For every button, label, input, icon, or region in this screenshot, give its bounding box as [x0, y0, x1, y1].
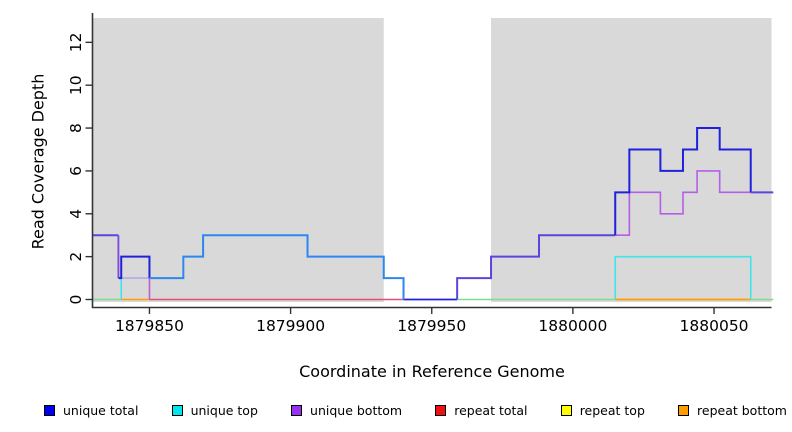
x-tick-label: 1880000 — [538, 317, 607, 335]
legend-swatch-icon — [435, 404, 447, 416]
legend-swatch-icon — [560, 404, 572, 416]
y-tick-label: 6 — [67, 166, 85, 176]
stroke-blue-right-steps — [614, 127, 752, 236]
legend-item-unique-total: unique total — [44, 403, 138, 418]
legend-item-repeat-bottom: repeat bottom — [678, 403, 787, 418]
y-tick-label: 4 — [67, 209, 85, 219]
legend-swatch-icon — [44, 404, 55, 416]
legend-label: repeat top — [579, 402, 645, 418]
legend-label: unique top — [190, 402, 258, 418]
legend-item-repeat-top: repeat top — [560, 402, 645, 418]
y-tick-label: 8 — [67, 123, 85, 133]
legend: unique total unique top unique bottom repea… — [44, 399, 787, 421]
stroke-violet-rise-mid — [456, 234, 616, 300]
y-tick-label: 0 — [67, 295, 85, 305]
y-axis-label: Read Coverage Depth — [28, 73, 48, 250]
legend-label: repeat total — [454, 402, 528, 418]
y-tick-label: 12 — [67, 32, 85, 52]
legend-label: repeat bottom — [697, 402, 787, 418]
legend-swatch-icon — [678, 404, 690, 416]
x-tick-label: 1880050 — [680, 317, 749, 335]
x-tick-label: 1879900 — [256, 317, 325, 335]
legend-swatch-icon — [291, 404, 303, 416]
x-tick-label: 1879850 — [115, 317, 184, 335]
mask-region — [383, 18, 492, 302]
stroke-orchid-right — [615, 170, 751, 237]
x-axis-label: Coordinate in Reference Genome — [299, 362, 565, 381]
x-tick-label: 1879950 — [397, 317, 466, 335]
legend-swatch-icon — [171, 404, 183, 416]
stroke-blue-left-box — [118, 255, 151, 280]
legend-label: unique total — [63, 402, 139, 418]
legend-label: unique bottom — [310, 402, 403, 418]
stroke-cyan-right-box — [614, 255, 752, 300]
y-tick-label: 10 — [67, 75, 85, 95]
y-tick-label: 2 — [67, 252, 85, 262]
legend-item-unique-bottom: unique bottom — [291, 403, 402, 418]
coverage-plot-svg: 1879850 1879900 1879950 1880000 1880050 0 2 4 6 8… — [67, 13, 774, 335]
legend-item-repeat-total: repeat total — [435, 402, 528, 418]
legend-item-unique-top: unique top — [171, 402, 258, 418]
stroke-lightblue-mid — [149, 234, 405, 300]
